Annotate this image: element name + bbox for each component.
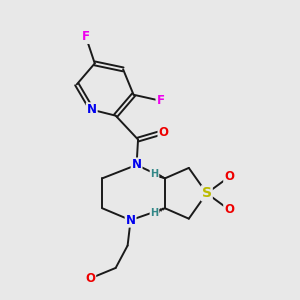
Text: H: H xyxy=(150,169,158,179)
Text: N: N xyxy=(87,103,97,116)
Text: O: O xyxy=(158,126,168,139)
Text: N: N xyxy=(132,158,142,171)
Text: O: O xyxy=(224,203,234,216)
Text: O: O xyxy=(224,170,234,183)
Text: S: S xyxy=(202,186,212,200)
Text: N: N xyxy=(126,214,136,227)
Text: O: O xyxy=(85,272,95,285)
Text: F: F xyxy=(157,94,164,107)
Text: F: F xyxy=(82,30,90,43)
Polygon shape xyxy=(154,172,165,178)
Text: H: H xyxy=(150,208,158,218)
